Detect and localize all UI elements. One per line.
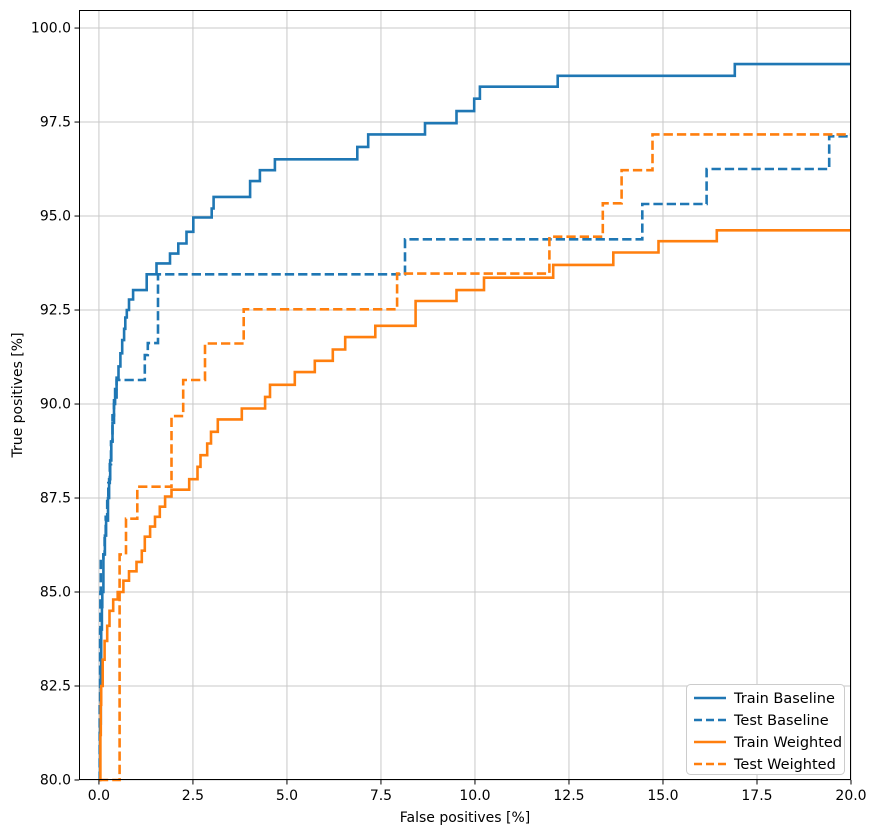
grid xyxy=(79,10,852,781)
y-tick-label: 87.5 xyxy=(40,491,71,507)
plot-series xyxy=(98,62,851,782)
x-tick-label: 20.0 xyxy=(835,788,866,804)
series-train-weighted xyxy=(98,229,851,782)
y-tick-label: 80.0 xyxy=(40,773,71,789)
legend-entry: Train Weighted xyxy=(694,735,842,751)
x-tick-label: 12.5 xyxy=(553,788,584,804)
y-tick-label: 100.0 xyxy=(31,21,71,37)
legend: Train Baseline Test Baseline Train Weigh… xyxy=(686,684,845,775)
legend-box xyxy=(686,684,845,775)
y-axis-label: True positives [%] xyxy=(10,332,26,458)
legend-label: Train Weighted xyxy=(733,735,842,751)
legend-label: Test Weighted xyxy=(733,757,836,773)
series-train-baseline xyxy=(98,62,851,782)
legend-label: Train Baseline xyxy=(733,691,835,707)
y-tick-label: 82.5 xyxy=(40,679,71,695)
y-tick-label: 90.0 xyxy=(40,397,71,413)
series-test-baseline xyxy=(98,135,851,782)
series-test-weighted xyxy=(98,133,851,782)
x-tick-label: 17.5 xyxy=(741,788,772,804)
legend-entry: Train Baseline xyxy=(694,691,835,707)
x-tick-label: 7.5 xyxy=(370,788,392,804)
x-axis-label: False positives [%] xyxy=(400,810,530,826)
legend-entry: Test Baseline xyxy=(694,713,829,729)
y-tick-label: 97.5 xyxy=(40,115,71,131)
axis-ticks: 0.0 2.5 5.0 7.5 10.0 12.5 15.0 17.5 20.0 80.0 82.5… xyxy=(31,21,867,804)
legend-entry: Test Weighted xyxy=(694,757,836,773)
y-tick-label: 92.5 xyxy=(40,303,71,319)
legend-label: Test Baseline xyxy=(733,713,829,729)
y-tick-label: 85.0 xyxy=(40,585,71,601)
x-tick-label: 15.0 xyxy=(647,788,678,804)
plot-border xyxy=(79,10,851,780)
x-tick-label: 10.0 xyxy=(459,788,490,804)
x-tick-label: 0.0 xyxy=(88,788,110,804)
x-tick-label: 2.5 xyxy=(182,788,204,804)
y-tick-label: 95.0 xyxy=(40,209,71,225)
x-tick-label: 5.0 xyxy=(276,788,298,804)
